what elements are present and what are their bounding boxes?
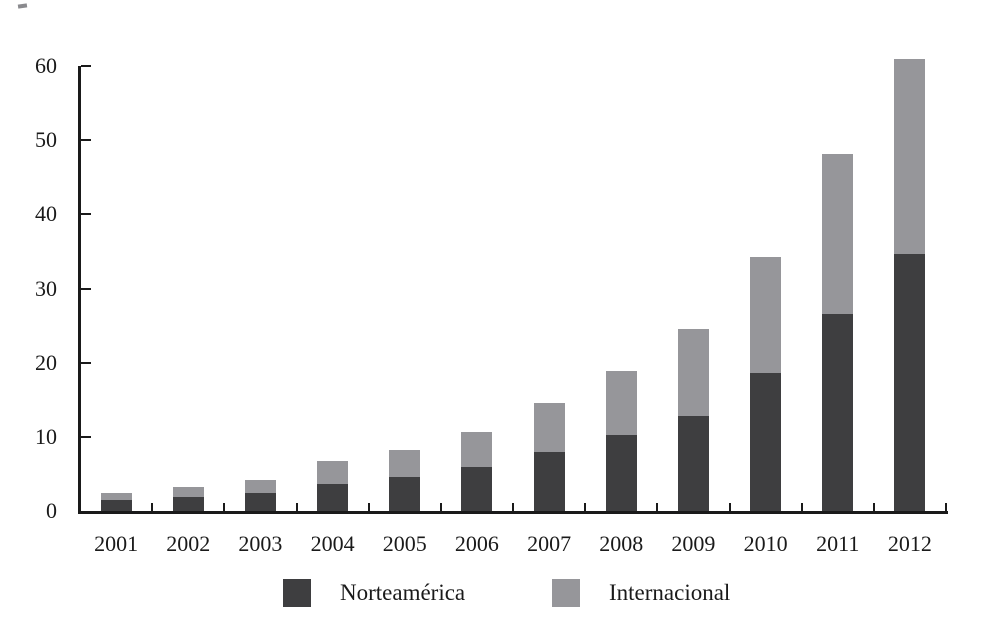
x-category-label: 2006 [454, 531, 499, 556]
y-tick-label: 30 [35, 275, 57, 301]
bar-segment-internacional [389, 450, 421, 477]
x-category-label: 2004 [310, 531, 355, 556]
bar-segment-norteamerica [822, 314, 854, 511]
bar-segment-norteamerica [894, 253, 926, 511]
y-tick-label: 0 [46, 498, 57, 523]
x-tick [656, 503, 659, 511]
legend-item-internacional: Internacional [552, 579, 730, 607]
y-tick [80, 287, 91, 290]
y-axis-line [78, 66, 81, 514]
bar-segment-internacional [317, 461, 349, 484]
x-category-label: 2007 [527, 531, 572, 556]
y-tick [80, 65, 91, 67]
bar-segment-norteamerica [317, 483, 349, 511]
y-tick-label: 60 [35, 53, 57, 78]
legend-item-norteamerica: Norteamérica [283, 579, 465, 607]
x-category-label: 2011 [816, 531, 860, 556]
bar-segment-norteamerica [605, 435, 637, 511]
bar-segment-norteamerica [389, 476, 421, 511]
bar-segment-norteamerica [172, 496, 204, 511]
x-category-label: 2010 [743, 531, 788, 556]
bar-segment-internacional [100, 493, 132, 500]
bar-segment-internacional [822, 154, 854, 315]
bar-segment-norteamerica [244, 493, 276, 511]
x-tick [584, 503, 587, 511]
x-tick [439, 503, 442, 511]
y-tick-label: 10 [35, 423, 57, 449]
bar-segment-norteamerica [533, 452, 565, 511]
x-tick [800, 503, 803, 511]
x-category-label: 2009 [671, 531, 716, 556]
x-tick [295, 503, 298, 511]
x-tick [223, 503, 226, 511]
scan-artifact [17, 3, 28, 9]
y-tick-label: 50 [35, 127, 57, 153]
x-tick [945, 503, 947, 511]
bar-segment-norteamerica [750, 373, 782, 511]
x-category-label: 2008 [599, 531, 644, 556]
x-category-label: 2001 [94, 531, 139, 556]
bar-segment-internacional [172, 486, 204, 497]
bar-segment-norteamerica [461, 467, 493, 511]
bar-segment-internacional [533, 402, 565, 453]
x-tick [367, 503, 370, 511]
legend-swatch-norteamerica-icon [283, 579, 311, 607]
x-category-label: 2003 [238, 531, 283, 556]
bar-segment-internacional [605, 370, 637, 436]
x-category-label: 2012 [887, 531, 932, 556]
y-tick [80, 139, 91, 142]
y-tick [80, 435, 91, 438]
bar-segment-norteamerica [100, 499, 132, 511]
y-tick-label: 40 [35, 201, 57, 227]
y-tick-label: 20 [35, 349, 57, 375]
bar-segment-internacional [244, 479, 276, 494]
x-tick [151, 503, 154, 511]
legend-label: Internacional [609, 580, 731, 605]
legend-label: Norteamérica [340, 580, 466, 605]
x-tick [728, 503, 731, 511]
x-category-label: 2005 [382, 531, 427, 556]
x-category-label: 2002 [166, 531, 211, 556]
y-tick [80, 213, 91, 216]
bar-segment-norteamerica [677, 416, 709, 511]
bar-segment-internacional [461, 431, 493, 468]
bar-segment-internacional [677, 328, 709, 417]
bar-segment-internacional [894, 59, 926, 254]
x-tick [512, 503, 514, 511]
x-axis-line [78, 511, 948, 514]
x-tick [872, 503, 875, 511]
legend-swatch-internacional-icon [552, 579, 580, 607]
bar-segment-internacional [750, 257, 782, 374]
y-tick [80, 361, 91, 364]
